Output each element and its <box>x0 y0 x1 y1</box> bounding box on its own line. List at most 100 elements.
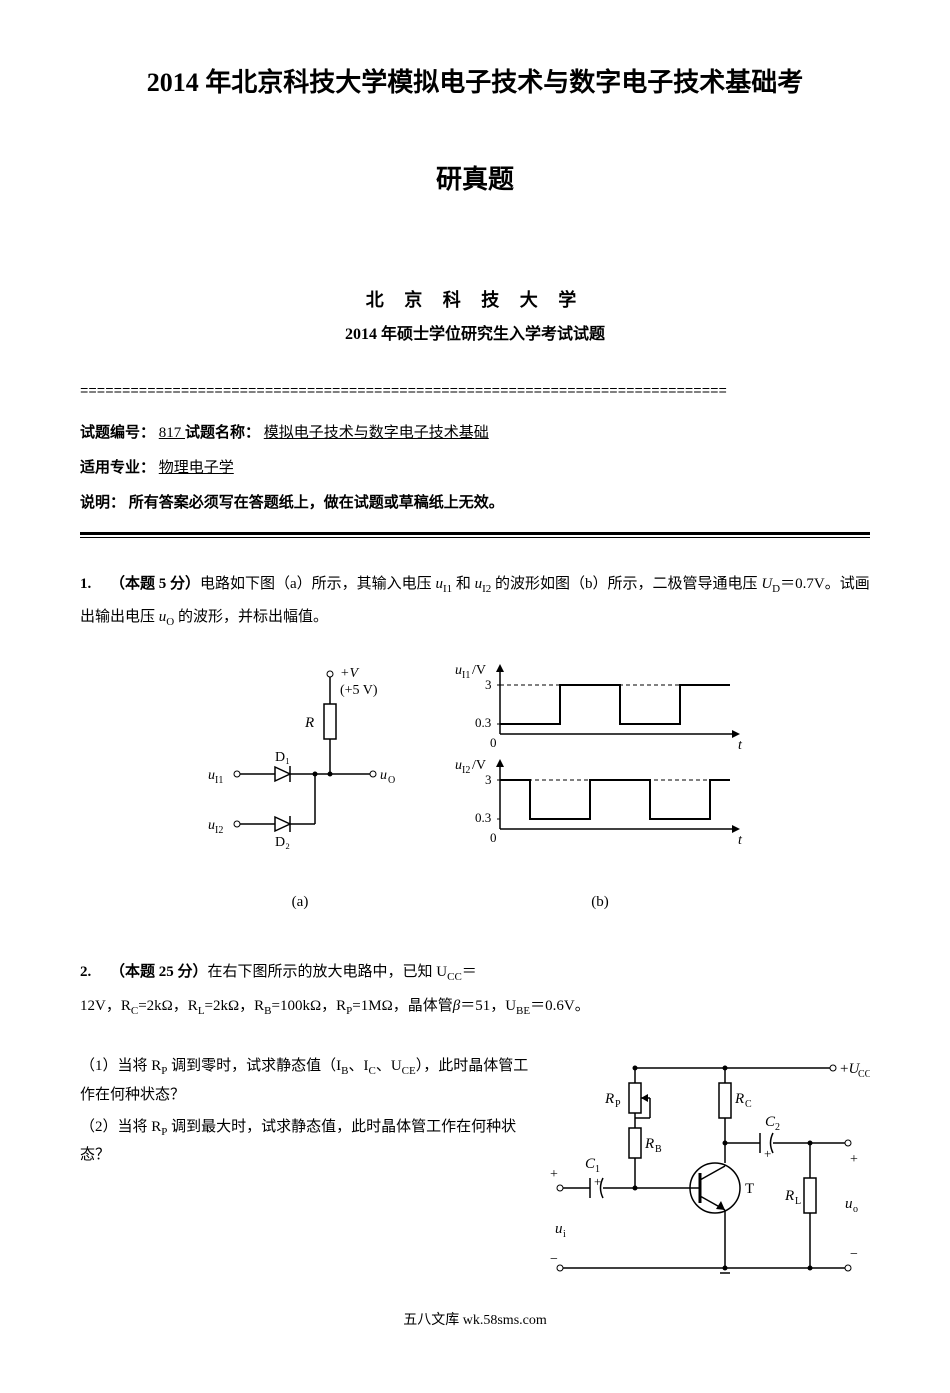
q1-figures: +V (+5 V) R D₁ u I1 D₂ <box>80 659 870 916</box>
svg-text:R: R <box>604 1091 614 1107</box>
note-value: 所有答案必须写在答题纸上，做在试题或草稿纸上无效。 <box>129 495 504 511</box>
q2-text2: ＝ <box>462 964 477 980</box>
svg-text:0: 0 <box>490 830 497 845</box>
q2-sub1-text3: 、U <box>376 1058 402 1074</box>
svg-text:R: R <box>784 1188 794 1204</box>
svg-text:u: u <box>380 768 387 783</box>
svg-text:0.3: 0.3 <box>475 810 491 825</box>
q2-params5: =1MΩ，晶体管 <box>352 998 452 1014</box>
q2-cc-sub: CC <box>447 971 462 983</box>
meta-code-row: 试题编号： 817 试题名称： 模拟电子技术与数字电子技术基础 <box>80 420 870 447</box>
code-label: 试题编号： <box>80 425 155 441</box>
name-label: 试题名称： <box>185 425 260 441</box>
q1-points: （本题 5 分） <box>110 576 200 592</box>
main-title-line2: 研真题 <box>80 157 870 204</box>
svg-text:u: u <box>455 758 462 773</box>
figure-a-box: +V (+5 V) R D₁ u I1 D₂ <box>200 659 400 916</box>
svg-text:I1: I1 <box>215 775 223 786</box>
svg-text:u: u <box>208 768 215 783</box>
q2-params2: =2kΩ，R <box>138 998 198 1014</box>
circuit-a-svg: +V (+5 V) R D₁ u I1 D₂ <box>200 659 400 869</box>
q2-points: （本题 25 分） <box>110 964 208 980</box>
svg-text:u: u <box>845 1196 853 1212</box>
svg-text:2: 2 <box>775 1122 780 1133</box>
q2-sub1-text: 调到零时，试求静态值（I <box>167 1058 341 1074</box>
q2-sub1: （1）当将 RP 调到零时，试求静态值（IB、IC、UCE），此时晶体管工作在何… <box>80 1053 530 1109</box>
svg-text:I2: I2 <box>462 765 470 776</box>
svg-text:3: 3 <box>485 677 492 692</box>
q2-text1: 在右下图所示的放大电路中，已知 U <box>208 964 448 980</box>
svg-text:T: T <box>745 1181 754 1197</box>
q2-sub2: （2）当将 RP 调到最大时，试求静态值，此时晶体管工作在何种状态？ <box>80 1114 530 1170</box>
svg-text:O: O <box>388 775 395 786</box>
svg-text:R: R <box>644 1136 654 1152</box>
thick-divider <box>80 532 870 538</box>
q2-params6: ＝51，U <box>460 998 516 1014</box>
q2-params4: =100kΩ，R <box>272 998 347 1014</box>
university-name: 北 京 科 技 大 学 <box>80 284 870 316</box>
svg-text:+: + <box>764 1146 771 1161</box>
exam-year: 2014 年硕士学位研究生入学考试试题 <box>80 321 870 350</box>
svg-text:0.3: 0.3 <box>475 715 491 730</box>
svg-text:I1: I1 <box>462 670 470 681</box>
svg-text:C: C <box>745 1099 752 1110</box>
svg-text:I2: I2 <box>215 825 223 836</box>
svg-text:B: B <box>655 1144 662 1155</box>
svg-text:t: t <box>738 833 743 848</box>
amplifier-circuit-svg: +U CC R P R B R C <box>550 1048 870 1278</box>
meta-note-row: 说明： 所有答案必须写在答题纸上，做在试题或草稿纸上无效。 <box>80 490 870 517</box>
q1-ui1: u <box>435 576 443 592</box>
svg-text:t: t <box>738 738 743 753</box>
fig-b-label: (b) <box>450 889 750 916</box>
q2-sub1-text2: 、I <box>348 1058 368 1074</box>
svg-text:R: R <box>734 1091 744 1107</box>
question-2: 2. （本题 25 分）在右下图所示的放大电路中，已知 UCC＝ 12V，RC=… <box>80 956 870 1022</box>
name-value: 模拟电子技术与数字电子技术基础 <box>264 425 489 441</box>
svg-text:L: L <box>795 1196 801 1207</box>
q2-sub1-ic: C <box>368 1065 375 1077</box>
fig-a-label: (a) <box>200 889 400 916</box>
waveform-b-svg: u I1 /V t 3 0.3 0 u I2 /V <box>450 659 750 869</box>
svg-text:i: i <box>563 1229 566 1240</box>
major-value: 物理电子学 <box>159 460 234 476</box>
svg-text:o: o <box>853 1204 858 1215</box>
q1-text1: 电路如下图（a）所示，其输入电压 <box>200 576 435 592</box>
q1-ud-sub: D <box>772 583 780 595</box>
note-label: 说明： <box>80 495 125 511</box>
q2-rb-sub: B <box>264 1005 271 1017</box>
q1-ui1-sub: I1 <box>443 583 452 595</box>
svg-text:u: u <box>455 663 462 678</box>
svg-text:−: − <box>850 1247 858 1262</box>
svg-text:+: + <box>850 1152 858 1167</box>
major-label: 适用专业： <box>80 460 155 476</box>
svg-text:CC: CC <box>858 1069 870 1080</box>
q2-params3: =2kΩ，R <box>205 998 265 1014</box>
svg-text:u: u <box>555 1221 563 1237</box>
svg-text:P: P <box>615 1099 621 1110</box>
svg-text:u: u <box>208 818 215 833</box>
svg-text:+: + <box>550 1167 558 1182</box>
svg-text:1: 1 <box>595 1164 600 1175</box>
q2-circuit-figure: +U CC R P R B R C <box>550 1048 870 1288</box>
q1-text2: 和 <box>452 576 475 592</box>
svg-text:D₁: D₁ <box>275 750 290 765</box>
svg-text:0: 0 <box>490 735 497 750</box>
q2-be-sub: BE <box>516 1005 530 1017</box>
q1-text3: 的波形如图（b）所示，二极管导通电压 <box>491 576 761 592</box>
svg-text:+V: +V <box>340 666 359 681</box>
q2-subtext: （1）当将 RP 调到零时，试求静态值（IB、IC、UCE），此时晶体管工作在何… <box>80 1048 530 1288</box>
q1-number: 1. <box>80 576 91 592</box>
code-value: 817 <box>159 425 185 441</box>
q1-text5: 的波形，并标出幅值。 <box>174 609 328 625</box>
svg-text:R: R <box>304 715 314 731</box>
svg-text:/V: /V <box>472 663 486 678</box>
figure-b-box: u I1 /V t 3 0.3 0 u I2 /V <box>450 659 750 916</box>
q1-ui2-sub: I2 <box>482 583 491 595</box>
q2-params: 12V，R <box>80 998 131 1014</box>
svg-text:/V: /V <box>472 758 486 773</box>
question-1: 1. （本题 5 分）电路如下图（a）所示，其输入电压 uI1 和 uI2 的波… <box>80 568 870 634</box>
q2-sub2-label: （2）当将 R <box>80 1119 161 1135</box>
main-title-line1: 2014 年北京科技大学模拟电子技术与数字电子技术基础考 <box>80 60 870 107</box>
q2-params7: ＝0.6V。 <box>530 998 590 1014</box>
q1-ud: U <box>761 576 772 592</box>
